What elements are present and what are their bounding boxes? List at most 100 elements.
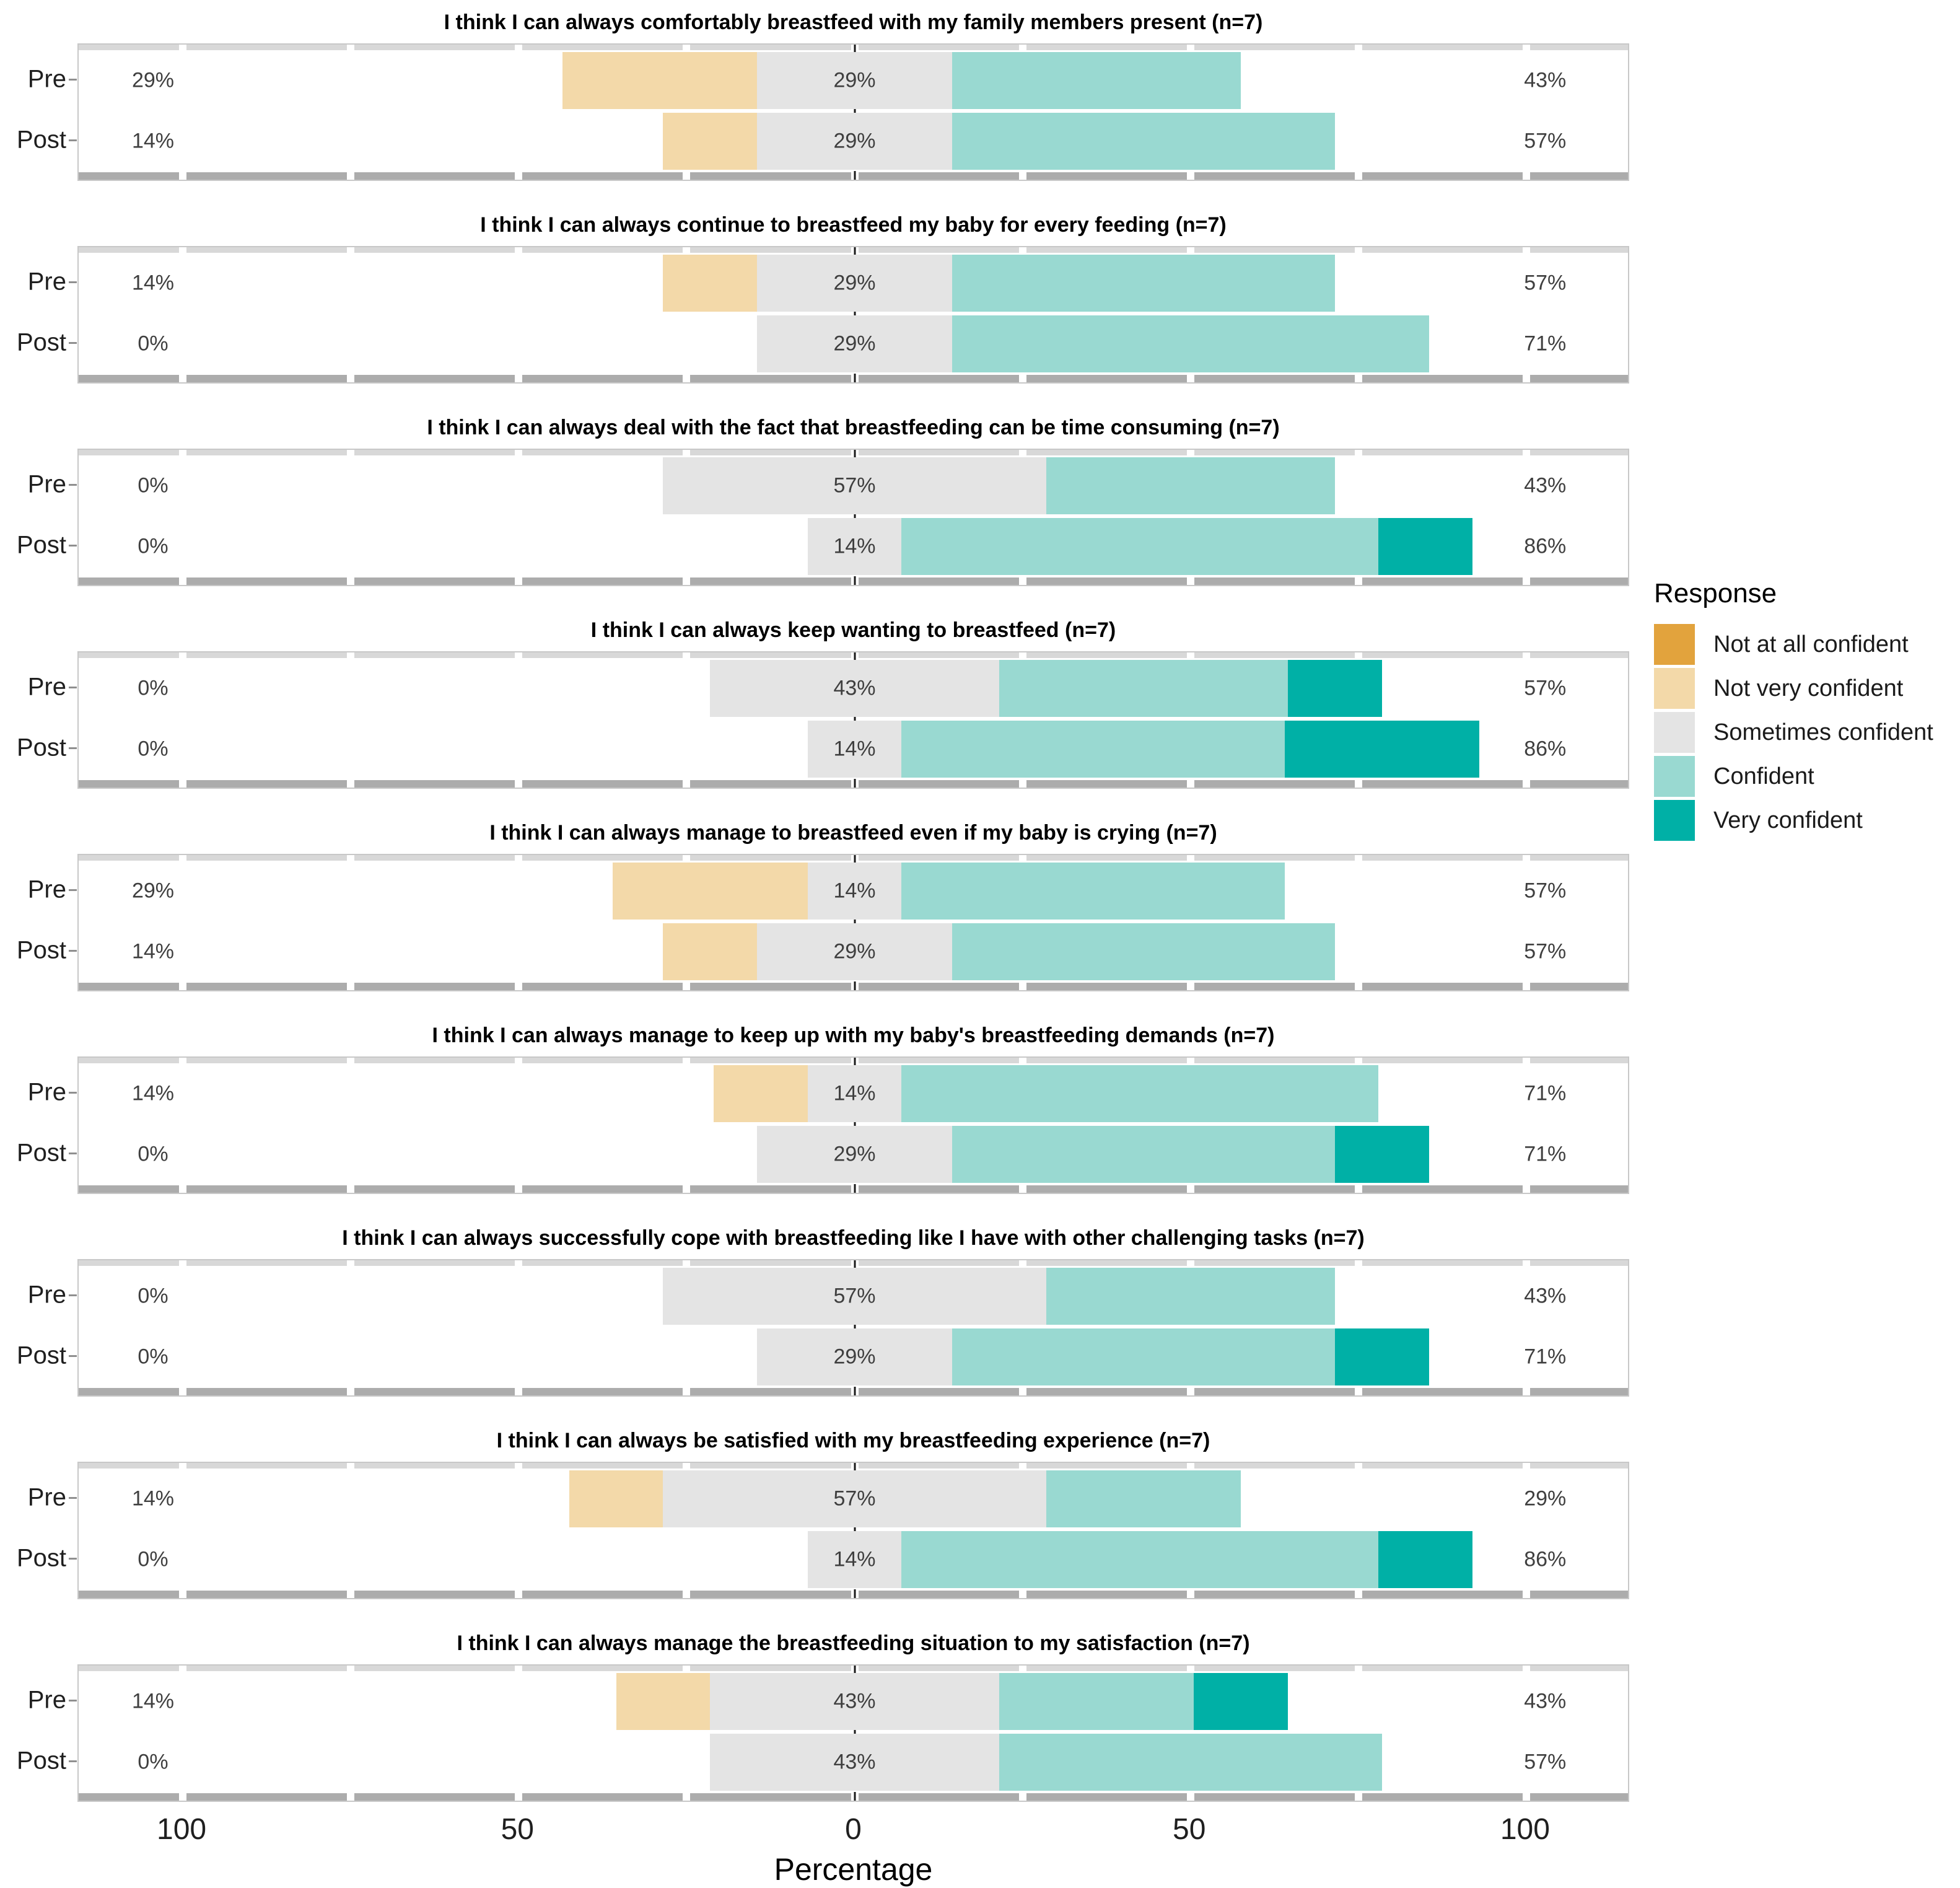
zero-dashed-line [854, 1463, 855, 1598]
pct-neutral: 29% [833, 331, 876, 356]
gridline-gap [347, 780, 355, 788]
gridline-gap [1522, 780, 1530, 788]
pct-low: 0% [138, 1345, 168, 1369]
row-label-pre: Pre [27, 1686, 66, 1714]
pct-neutral: 14% [833, 534, 876, 558]
panel-title: I think I can always manage to keep up w… [432, 1024, 1275, 1047]
gridline-gap [1018, 983, 1026, 990]
likert-bar-post [807, 518, 1473, 575]
y-axis-tick [69, 1092, 77, 1094]
pct-neutral: 29% [833, 1345, 876, 1369]
likert-bar-post [663, 113, 1335, 170]
gridline-gap [683, 577, 691, 585]
segment-sometimes [757, 1328, 952, 1385]
zero-dashed-line [854, 450, 855, 585]
legend-swatch-icon [1654, 712, 1695, 753]
gridline-gap [515, 1185, 523, 1193]
pct-high: 71% [1524, 1345, 1567, 1369]
segment-sometimes [757, 1126, 952, 1183]
zero-dashed-line [854, 247, 855, 382]
segment-confident [952, 255, 1335, 312]
likert-bar-post [757, 1328, 1429, 1385]
gridline-gap [683, 1793, 691, 1801]
row-label-post: Post [16, 1139, 66, 1167]
gridline-gap [347, 45, 355, 50]
segment-confident [952, 923, 1335, 980]
gridline-gap [179, 780, 187, 788]
gridline-gap [515, 983, 523, 990]
gridline-gap [515, 247, 523, 253]
row-label-post: Post [16, 328, 66, 356]
panel-bottom-band [79, 375, 1628, 382]
pct-neutral: 14% [833, 1547, 876, 1571]
gridline-gap [683, 855, 691, 861]
pct-high: 86% [1524, 534, 1567, 558]
y-axis-tick [69, 79, 77, 81]
gridline-gap [515, 1058, 523, 1063]
gridline-gap [1522, 855, 1530, 861]
legend-label: Not very confident [1713, 675, 1904, 701]
segment-sometimes [757, 52, 952, 109]
gridline-gap [1186, 1260, 1194, 1266]
gridline-gap [1186, 855, 1194, 861]
gridline-gap [683, 1058, 691, 1063]
likert-bar-post [807, 721, 1479, 778]
gridline-gap [1354, 45, 1362, 50]
segment-confident [952, 52, 1241, 109]
segment-not-very [663, 923, 758, 980]
gridline-gap [1354, 1260, 1362, 1266]
y-axis-tick [69, 1558, 77, 1560]
pct-low: 0% [138, 737, 168, 761]
gridline-gap [1186, 172, 1194, 180]
segment-confident [952, 315, 1429, 372]
gridline-gap [1186, 780, 1194, 788]
gridline-gap [1186, 1591, 1194, 1598]
likert-bar-post [663, 923, 1335, 980]
segment-sometimes [663, 1268, 1046, 1325]
pct-low: 14% [131, 129, 175, 153]
segment-not-very [569, 1470, 663, 1527]
gridline-gap [347, 1058, 355, 1063]
pct-low: 29% [131, 68, 175, 92]
pct-neutral: 29% [833, 939, 876, 964]
gridline-gap [347, 1388, 355, 1395]
gridline-gap [1522, 172, 1530, 180]
gridline-gap [1522, 1666, 1530, 1671]
segment-sometimes [710, 1734, 999, 1791]
gridline-gap [179, 855, 187, 861]
likert-bar-pre [663, 457, 1335, 514]
gridline-gap [179, 1058, 187, 1063]
segment-sometimes [807, 863, 902, 920]
y-axis-tick [69, 1497, 77, 1499]
segment-very [1194, 1673, 1288, 1730]
gridline-gap [683, 780, 691, 788]
gridline-gap [515, 450, 523, 455]
gridline-gap [1354, 652, 1362, 658]
gridline-gap [515, 172, 523, 180]
segment-confident [952, 113, 1335, 170]
gridline-gap [1186, 247, 1194, 253]
segment-confident [999, 1673, 1194, 1730]
likert-bar-post [807, 1531, 1473, 1588]
gridline-gap [683, 1260, 691, 1266]
gridline-gap [179, 1666, 187, 1671]
gridline-gap [179, 1185, 187, 1193]
gridline-gap [1018, 577, 1026, 585]
gridline-gap [347, 1463, 355, 1469]
gridline-gap [1522, 652, 1530, 658]
pct-neutral: 57% [833, 1284, 876, 1308]
x-axis-tick-label: 50 [501, 1813, 534, 1846]
panel-bottom-band [79, 172, 1628, 180]
segment-confident [901, 863, 1285, 920]
gridline-gap [179, 577, 187, 585]
gridline-gap [1522, 983, 1530, 990]
row-label-pre: Pre [27, 470, 66, 498]
zero-dashed-line [854, 1058, 855, 1193]
segment-not-very [616, 1673, 711, 1730]
gridline-gap [1522, 375, 1530, 382]
gridline-gap [515, 1591, 523, 1598]
panel-title: I think I can always be satisfied with m… [496, 1429, 1210, 1452]
likert-bar-post [757, 315, 1429, 372]
gridline-gap [1018, 1463, 1026, 1469]
gridline-gap [1018, 1058, 1026, 1063]
